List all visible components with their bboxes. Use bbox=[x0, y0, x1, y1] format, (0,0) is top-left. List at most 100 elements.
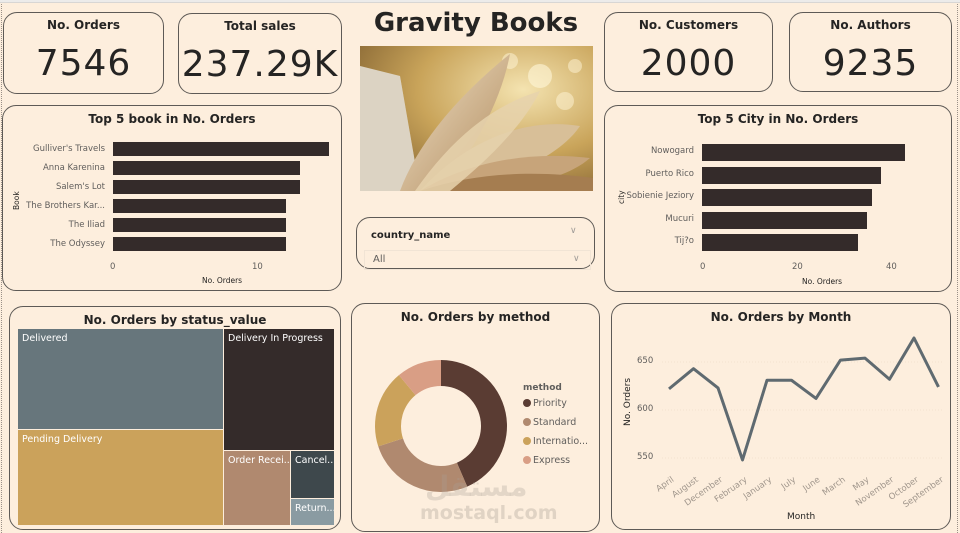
bar-label: Gulliver's Travels bbox=[33, 144, 105, 154]
watermark-arabic: مستقل bbox=[425, 470, 528, 503]
chart-title: No. Orders by method bbox=[400, 310, 551, 324]
window-top-strip bbox=[0, 0, 960, 3]
bar[interactable] bbox=[113, 161, 301, 175]
bar[interactable] bbox=[702, 166, 882, 184]
treemap-cell[interactable]: Delivered bbox=[18, 329, 223, 429]
bar[interactable] bbox=[702, 234, 858, 251]
x-tick: 20 bbox=[792, 262, 803, 272]
kpi-card-authors[interactable]: No. Authors 9235 bbox=[789, 12, 952, 92]
y-axis-title: Book bbox=[12, 191, 21, 210]
kpi-card-orders[interactable]: No. Orders 7546 bbox=[3, 12, 164, 94]
treemap-cell[interactable]: Cancel... bbox=[291, 451, 334, 498]
bar[interactable] bbox=[702, 189, 872, 206]
chart-title: Top 5 City in No. Orders bbox=[697, 112, 859, 126]
kpi-value: 9235 bbox=[822, 43, 919, 84]
chevron-down-icon[interactable]: ∨ bbox=[570, 226, 577, 236]
status-treemap-chart[interactable]: No. Orders by status_value Delivered Pend… bbox=[9, 306, 341, 530]
slicer-value: All bbox=[373, 254, 386, 265]
treemap-cell[interactable]: Delivery In Progress bbox=[224, 329, 334, 450]
bar[interactable] bbox=[702, 211, 868, 229]
bar-label: Anna Karenina bbox=[42, 163, 105, 173]
method-donut-chart[interactable]: No. Orders by method method Priority Stan… bbox=[351, 303, 600, 532]
kpi-title: No. Authors bbox=[830, 18, 911, 32]
chart-title: Top 5 book in No. Orders bbox=[88, 112, 256, 126]
donut-slice[interactable] bbox=[441, 360, 507, 487]
data-line[interactable] bbox=[668, 336, 940, 462]
legend-dot-icon bbox=[523, 437, 531, 445]
x-axis-title: Month bbox=[787, 512, 816, 522]
legend-dot-icon bbox=[523, 418, 531, 426]
legend-dot-icon bbox=[523, 399, 531, 407]
x-tick: 40 bbox=[886, 262, 897, 272]
legend-item[interactable]: Standard bbox=[523, 417, 576, 428]
donut-slice[interactable] bbox=[375, 375, 416, 447]
slicer-label: country_name bbox=[371, 230, 451, 241]
slicer-dropdown[interactable]: All ∨ bbox=[364, 250, 591, 270]
x-tick: 0 bbox=[700, 262, 706, 272]
kpi-card-total-sales[interactable]: Total sales 237.29K bbox=[178, 13, 342, 94]
donut-slice[interactable] bbox=[378, 438, 468, 492]
legend-label: Internatio... bbox=[533, 436, 589, 447]
bar-label: Salem's Lot bbox=[55, 182, 105, 192]
legend-item[interactable]: Priority bbox=[523, 398, 567, 409]
bar-label: Nowogard bbox=[650, 146, 694, 156]
bar-label: Sobienie Jeziory bbox=[626, 191, 694, 201]
bar[interactable] bbox=[113, 199, 286, 213]
bar[interactable] bbox=[702, 144, 905, 161]
dashboard-title: Gravity Books bbox=[373, 8, 579, 38]
donut-chart[interactable] bbox=[371, 356, 511, 496]
x-axis-title: No. Orders bbox=[802, 277, 843, 286]
chevron-down-icon[interactable]: ∨ bbox=[573, 254, 580, 264]
legend-title: method bbox=[523, 383, 562, 393]
treemap-cell[interactable]: Order Recei... bbox=[224, 451, 290, 525]
bar[interactable] bbox=[113, 180, 301, 194]
treemap-cell[interactable]: Return... bbox=[291, 499, 334, 525]
treemap-label: Pending Delivery bbox=[22, 434, 103, 445]
hero-image-open-book bbox=[360, 46, 593, 191]
kpi-value: 7546 bbox=[35, 43, 132, 84]
kpi-title: No. Customers bbox=[638, 18, 739, 32]
kpi-title: No. Orders bbox=[47, 18, 120, 32]
treemap-label: Delivered bbox=[22, 333, 68, 344]
legend-item[interactable]: Express bbox=[523, 455, 570, 466]
bar-label: The Brothers Kar... bbox=[26, 201, 105, 211]
month-line-chart[interactable]: No. Orders by Month No. Orders 650 600 5… bbox=[611, 303, 951, 530]
chart-title: No. Orders by Month bbox=[710, 310, 852, 324]
country-slicer[interactable]: country_name ∨ All ∨ bbox=[356, 217, 595, 270]
canvas-right-edge bbox=[957, 4, 958, 533]
treemap-label: Order Recei... bbox=[228, 455, 290, 466]
y-tick: 550 bbox=[637, 452, 654, 462]
y-tick: 650 bbox=[637, 356, 654, 366]
x-axis-title: No. Orders bbox=[202, 276, 243, 285]
kpi-title: Total sales bbox=[224, 19, 296, 33]
donut-slice[interactable] bbox=[398, 360, 441, 396]
treemap-label: Return... bbox=[295, 503, 334, 514]
kpi-value: 2000 bbox=[640, 43, 737, 84]
legend-dot-icon bbox=[523, 456, 531, 464]
bar-label: Mucuri bbox=[665, 213, 694, 224]
bar-label: Puerto Rico bbox=[645, 168, 694, 179]
treemap-label: Delivery In Progress bbox=[228, 333, 323, 344]
legend-label: Standard bbox=[533, 417, 577, 428]
bar-label: Tij?o bbox=[674, 236, 694, 246]
top-books-chart[interactable]: Top 5 book in No. Orders Book Gulliver's… bbox=[2, 105, 342, 291]
legend-label: Express bbox=[533, 455, 571, 466]
kpi-card-customers[interactable]: No. Customers 2000 bbox=[604, 12, 773, 92]
x-tick: 10 bbox=[252, 262, 263, 272]
y-axis-title: city bbox=[617, 190, 626, 204]
top-cities-chart[interactable]: Top 5 City in No. Orders city Nowogard Pu… bbox=[604, 105, 952, 292]
chart-title: No. Orders by status_value bbox=[83, 313, 267, 327]
bar[interactable] bbox=[113, 142, 329, 156]
bar-label: The Iliad bbox=[68, 220, 105, 230]
line-plot[interactable] bbox=[612, 304, 952, 531]
bar-label: The Odyssey bbox=[50, 239, 105, 249]
kpi-value: 237.29K bbox=[181, 44, 339, 85]
bar[interactable] bbox=[113, 237, 286, 251]
bar[interactable] bbox=[113, 218, 286, 232]
treemap-label: Cancel... bbox=[295, 455, 334, 466]
legend-item[interactable]: Internatio... bbox=[523, 436, 588, 447]
canvas-left-edge bbox=[1, 4, 2, 533]
legend-label: Priority bbox=[533, 398, 567, 409]
treemap-cell[interactable]: Pending Delivery bbox=[18, 430, 223, 525]
watermark-text: mostaql.com bbox=[420, 502, 558, 524]
